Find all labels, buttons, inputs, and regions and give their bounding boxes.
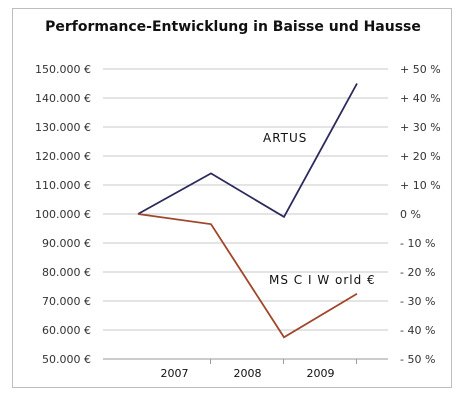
left-tick-label: 150.000 € [35,63,91,76]
right-tick-label: + 40 % [400,92,441,105]
series-lines [137,83,358,339]
left-tick-label: 60.000 € [42,324,91,337]
left-tick-label: 110.000 € [35,179,91,192]
x-tick-label: 2008 [234,367,262,380]
left-tick-label: 80.000 € [42,266,91,279]
left-axis-ticks: 150.000 € 140.000 € 130.000 € 120.000 € 110.… [35,63,91,366]
right-tick-label: - 10 % [400,237,435,250]
right-tick-label: + 10 % [400,179,441,192]
x-axis-ticks: 2007 2008 2009 [103,358,388,380]
series-line [137,213,358,339]
chart-title: Performance-Entwicklung in Baisse und Ha… [45,19,421,35]
right-tick-label: + 50 % [400,63,441,76]
series-label-msci: MS C I W orld € [269,273,376,287]
chart-svg: 150.000 € 140.000 € 130.000 € 120.000 € 110.… [35,63,441,380]
left-tick-label: 50.000 € [42,353,91,366]
right-tick-label: - 20 % [400,266,435,279]
x-tick-label: 2009 [307,367,335,380]
right-tick-label: 0 % [400,208,421,221]
gridlines [103,68,388,360]
right-tick-label: + 30 % [400,121,441,134]
series-label-artus: ARTUS [263,131,307,145]
right-tick-label: - 50 % [400,353,435,366]
right-tick-label: + 20 % [400,150,441,163]
left-tick-label: 120.000 € [35,150,91,163]
left-tick-label: 70.000 € [42,295,91,308]
x-tick-label: 2007 [161,367,189,380]
right-axis-ticks: + 50 % + 40 % + 30 % + 20 % + 10 % 0 % - 10 % -… [400,63,441,366]
series-line [137,83,358,219]
right-tick-label: - 30 % [400,295,435,308]
left-tick-label: 130.000 € [35,121,91,134]
chart-frame: Performance-Entwicklung in Baisse und Ha… [12,8,452,388]
series-labels: ARTUS MS C I W orld € [263,131,376,287]
right-tick-label: - 40 % [400,324,435,337]
left-tick-label: 90.000 € [42,237,91,250]
left-tick-label: 100.000 € [35,208,91,221]
left-tick-label: 140.000 € [35,92,91,105]
